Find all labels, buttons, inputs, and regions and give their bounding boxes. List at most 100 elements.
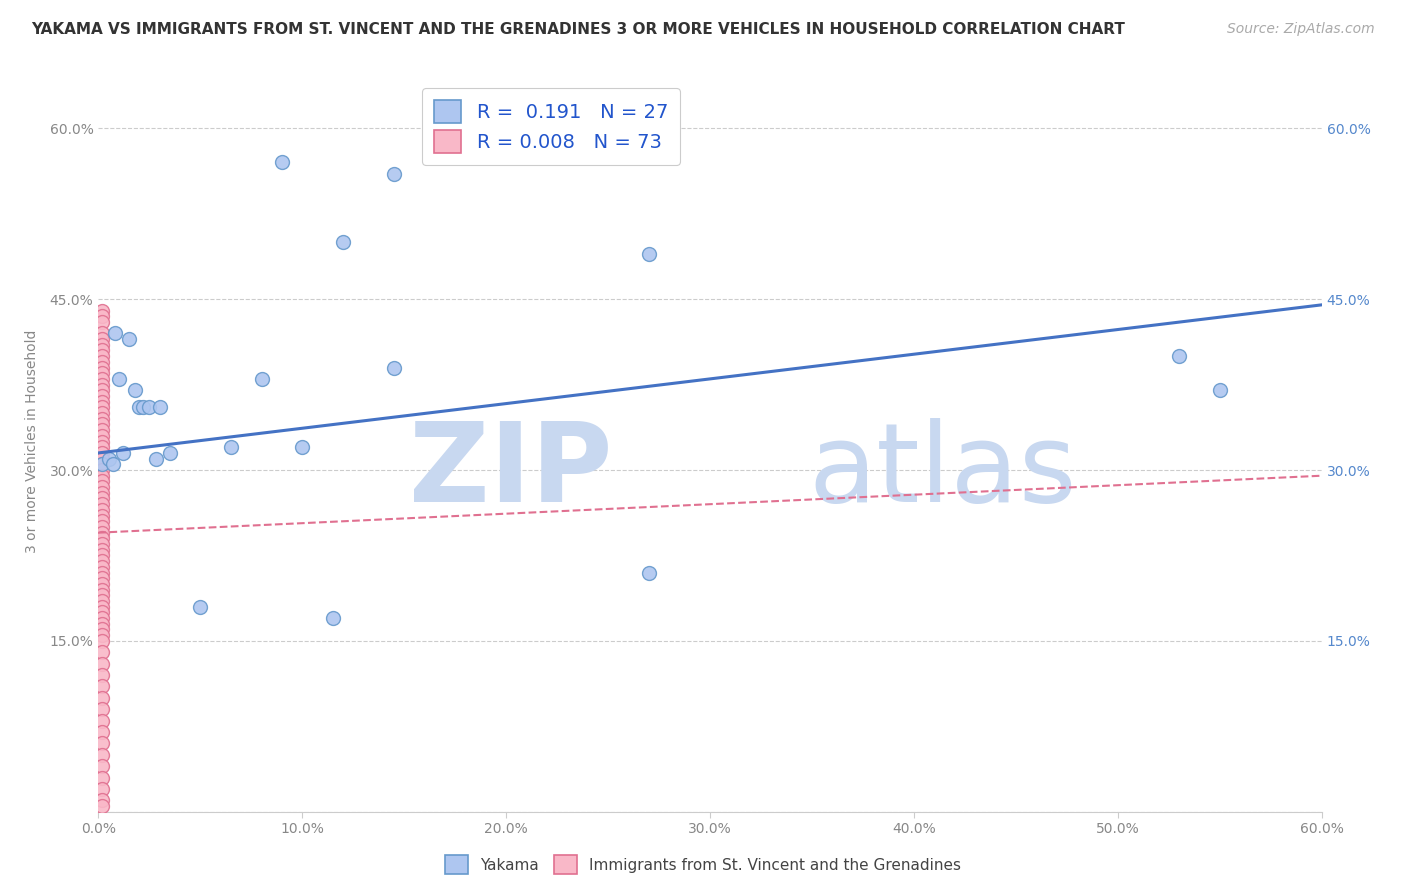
Point <box>91 458 114 472</box>
Point <box>91 657 114 671</box>
Text: YAKAMA VS IMMIGRANTS FROM ST. VINCENT AND THE GRENADINES 3 OR MORE VEHICLES IN H: YAKAMA VS IMMIGRANTS FROM ST. VINCENT AN… <box>31 22 1125 37</box>
Point <box>91 771 114 785</box>
Point <box>322 611 344 625</box>
Point <box>91 401 114 415</box>
Point <box>91 497 114 511</box>
Point <box>91 366 114 380</box>
Point <box>91 491 114 506</box>
Point <box>91 611 114 625</box>
Point <box>91 389 114 403</box>
Point <box>91 315 114 329</box>
Point <box>91 559 114 574</box>
Point <box>91 628 114 642</box>
Point <box>91 549 114 563</box>
Point <box>91 384 114 398</box>
Point <box>91 537 114 551</box>
Point <box>91 514 114 528</box>
Point <box>91 406 114 420</box>
Point <box>332 235 354 250</box>
Point <box>382 167 405 181</box>
Point <box>91 326 114 341</box>
Point <box>91 747 114 762</box>
Point <box>91 571 114 585</box>
Point <box>91 429 114 443</box>
Point <box>91 485 114 500</box>
Point <box>104 326 127 341</box>
Point <box>91 599 114 614</box>
Point <box>91 337 114 351</box>
Point <box>91 417 114 432</box>
Point <box>91 434 114 449</box>
Point <box>91 588 114 602</box>
Point <box>91 310 114 324</box>
Point <box>188 599 212 614</box>
Point <box>91 446 114 460</box>
Legend: R =  0.191   N = 27, R = 0.008   N = 73: R = 0.191 N = 27, R = 0.008 N = 73 <box>422 88 679 164</box>
Text: atlas: atlas <box>808 417 1077 524</box>
Point <box>132 401 155 415</box>
Point <box>91 451 114 466</box>
Point <box>91 714 114 728</box>
Point <box>91 458 114 472</box>
Point <box>91 633 114 648</box>
Point <box>91 736 114 750</box>
Point <box>91 690 114 705</box>
Point <box>138 401 160 415</box>
Point <box>91 554 114 568</box>
Point <box>91 680 114 694</box>
Point <box>91 623 114 637</box>
Point <box>270 155 294 169</box>
Point <box>124 384 146 398</box>
Point <box>637 566 661 580</box>
Point <box>382 360 405 375</box>
Point <box>91 725 114 739</box>
Point <box>91 475 114 489</box>
Point <box>91 759 114 773</box>
Point <box>145 451 167 466</box>
Point <box>91 480 114 494</box>
Point <box>91 503 114 517</box>
Point <box>91 508 114 523</box>
Point <box>91 355 114 369</box>
Point <box>91 793 114 807</box>
Point <box>250 372 273 386</box>
Point <box>91 616 114 631</box>
Point <box>91 525 114 540</box>
Point <box>91 343 114 358</box>
Point <box>91 702 114 716</box>
Point <box>111 446 134 460</box>
Point <box>91 566 114 580</box>
Legend: Yakama, Immigrants from St. Vincent and the Grenadines: Yakama, Immigrants from St. Vincent and … <box>439 849 967 880</box>
Point <box>91 668 114 682</box>
Point <box>91 532 114 546</box>
Point <box>91 303 114 318</box>
Point <box>91 349 114 363</box>
Point <box>91 468 114 483</box>
Point <box>1167 349 1189 363</box>
Point <box>128 401 150 415</box>
Text: Source: ZipAtlas.com: Source: ZipAtlas.com <box>1227 22 1375 37</box>
Point <box>91 582 114 597</box>
Point <box>91 360 114 375</box>
Point <box>159 446 181 460</box>
Point <box>108 372 131 386</box>
Point <box>91 440 114 454</box>
Point <box>91 423 114 437</box>
Point <box>91 645 114 659</box>
Point <box>637 246 661 260</box>
Point <box>91 606 114 620</box>
Point <box>118 332 141 346</box>
Text: ZIP: ZIP <box>409 417 612 524</box>
Point <box>91 411 114 425</box>
Point <box>91 520 114 534</box>
Point <box>91 542 114 557</box>
Point <box>91 394 114 409</box>
Point <box>91 781 114 796</box>
Point <box>291 440 314 454</box>
Point <box>149 401 172 415</box>
Point <box>219 440 242 454</box>
Point <box>97 451 120 466</box>
Point <box>101 458 124 472</box>
Point <box>91 332 114 346</box>
Point <box>91 463 114 477</box>
